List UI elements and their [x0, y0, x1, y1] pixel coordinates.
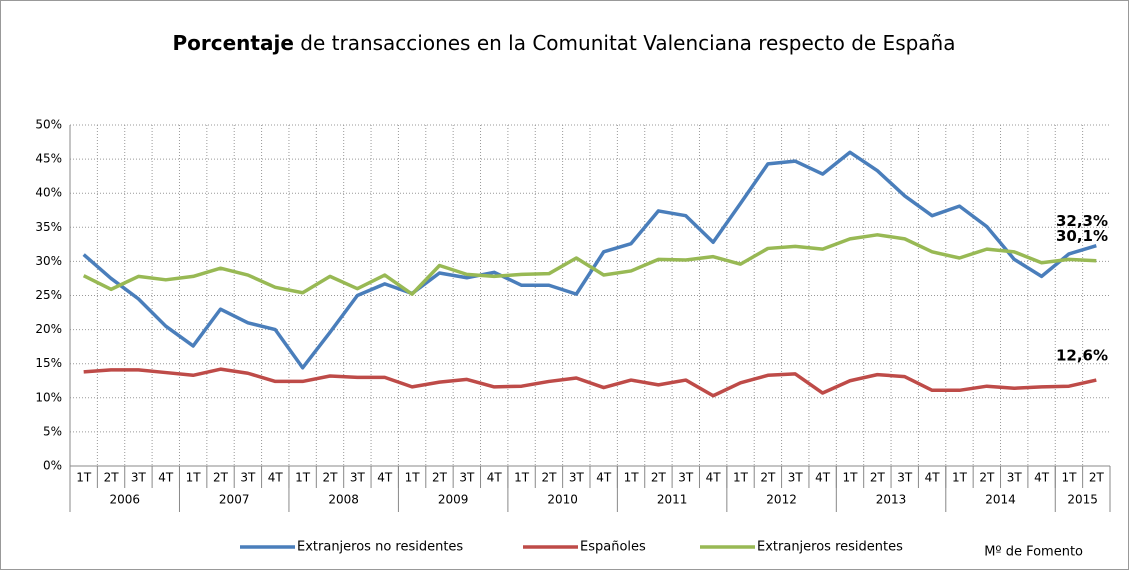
year-label: 2006: [109, 493, 140, 507]
series-line: [82, 233, 1097, 296]
x-tick-label: 3T: [240, 471, 256, 485]
x-tick-label: 1T: [733, 471, 749, 485]
end-label: 32,3%: [1056, 212, 1108, 230]
legend-label: Extranjeros residentes: [757, 540, 903, 555]
year-label: 2015: [1067, 493, 1098, 507]
x-tick-label: 2T: [541, 471, 557, 485]
end-label: 12,6%: [1056, 347, 1108, 365]
y-tick-label: 45%: [35, 152, 62, 166]
x-tick-label: 2T: [870, 471, 886, 485]
year-label: 2014: [985, 493, 1016, 507]
x-tick-label: 2T: [651, 471, 667, 485]
x-tick-label: 4T: [377, 471, 393, 485]
x-tick-label: 4T: [706, 471, 722, 485]
y-tick-label: 50%: [35, 118, 62, 132]
x-tick-label: 2T: [979, 471, 995, 485]
y-tick-label: 10%: [35, 390, 62, 404]
y-tick-label: 5%: [43, 424, 62, 438]
x-tick-label: 2T: [432, 471, 448, 485]
x-tick-label: 3T: [1007, 471, 1023, 485]
legend-label: Españoles: [580, 540, 646, 555]
x-tick-label: 3T: [350, 471, 366, 485]
source: Mº de Fomento: [984, 545, 1083, 560]
y-tick-label: 25%: [35, 288, 62, 302]
x-tick-label: 1T: [76, 471, 92, 485]
x-tick-label: 4T: [268, 471, 284, 485]
x-tick-label: 1T: [295, 471, 311, 485]
series-line: [83, 367, 1097, 398]
x-tick-label: 3T: [678, 471, 694, 485]
title-bold: Porcentaje: [172, 31, 294, 55]
year-label: 2009: [438, 493, 469, 507]
x-tick-label: 4T: [596, 471, 612, 485]
year-label: 2007: [219, 493, 250, 507]
x-tick-label: 3T: [569, 471, 585, 485]
x-tick-label: 2T: [104, 471, 120, 485]
x-tick-label: 1T: [405, 471, 421, 485]
x-tick-label: 4T: [925, 471, 941, 485]
x-tick-label: 2T: [760, 471, 776, 485]
year-label: 2012: [766, 493, 797, 507]
y-tick-label: 35%: [35, 220, 62, 234]
year-label: 2008: [328, 493, 359, 507]
x-tick-label: 3T: [897, 471, 913, 485]
y-tick-label: 20%: [35, 322, 62, 336]
year-label: 2010: [547, 493, 578, 507]
x-tick-label: 4T: [158, 471, 174, 485]
title-rest: de transacciones en la Comunitat Valenci…: [300, 31, 956, 55]
x-tick-label: 1T: [1061, 471, 1077, 485]
end-label: 30,1%: [1056, 227, 1108, 245]
x-tick-label: 1T: [186, 471, 202, 485]
year-label: 2011: [657, 493, 688, 507]
x-tick-label: 1T: [624, 471, 640, 485]
year-label: 2013: [876, 493, 907, 507]
x-tick-label: 4T: [1034, 471, 1050, 485]
x-tick-label: 4T: [487, 471, 503, 485]
x-tick-label: 1T: [952, 471, 968, 485]
legend-label: Extranjeros no residentes: [297, 540, 463, 555]
x-tick-label: 3T: [459, 471, 475, 485]
chart-title: Porcentaje de transacciones en la Comuni…: [144, 30, 984, 57]
x-tick-label: 4T: [815, 471, 831, 485]
x-tick-label: 3T: [788, 471, 804, 485]
x-tick-label: 2T: [323, 471, 339, 485]
y-tick-label: 40%: [35, 186, 62, 200]
y-tick-label: 15%: [35, 356, 62, 370]
series-line: [82, 150, 1097, 370]
x-tick-label: 1T: [514, 471, 530, 485]
x-tick-label: 2T: [213, 471, 229, 485]
x-tick-label: 3T: [131, 471, 147, 485]
y-tick-label: 0%: [43, 459, 62, 473]
y-tick-label: 30%: [35, 254, 62, 268]
x-tick-label: 1T: [843, 471, 859, 485]
x-tick-label: 2T: [1089, 471, 1105, 485]
